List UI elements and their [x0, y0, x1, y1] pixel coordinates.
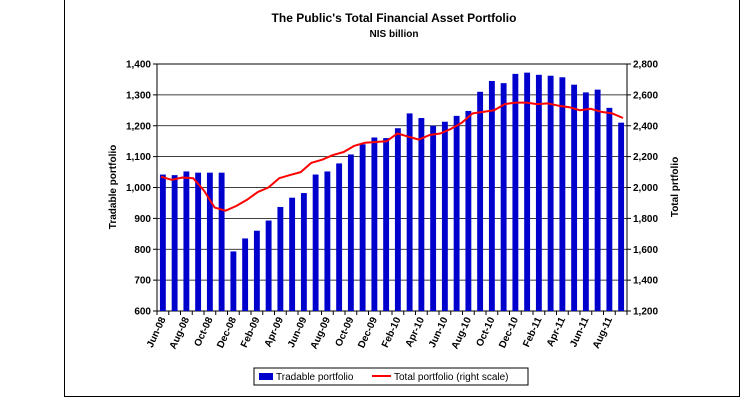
- bar: [430, 125, 437, 311]
- bar: [336, 163, 343, 311]
- bar: [394, 128, 401, 311]
- bar: [253, 230, 260, 311]
- bar: [594, 89, 601, 311]
- y-tick-label-right: 1,400: [633, 276, 658, 287]
- bar: [488, 80, 495, 311]
- y-tick-label-left: 700: [134, 276, 151, 287]
- x-tick-label: Apr-11: [545, 315, 568, 348]
- bar: [383, 138, 390, 311]
- y-tick-label-right: 2,400: [633, 121, 658, 132]
- bar: [195, 172, 202, 311]
- bar: [547, 75, 554, 311]
- x-tick-label: Jun-11: [568, 315, 592, 349]
- bar: [206, 172, 213, 311]
- bar: [524, 72, 531, 312]
- y-tick-label-left: 1,200: [126, 121, 151, 132]
- bar: [171, 175, 178, 311]
- x-tick-label: Oct-09: [333, 315, 356, 348]
- x-tick-label: Oct-10: [474, 315, 497, 348]
- x-tick-label: Aug-11: [591, 315, 615, 350]
- bar: [535, 74, 542, 312]
- bar: [371, 137, 378, 311]
- y-tick-label-right: 2,000: [633, 183, 658, 194]
- bar: [582, 92, 589, 311]
- y-axis-left-label: Tradable portfolio: [108, 145, 119, 229]
- bar: [242, 238, 249, 311]
- legend-line-label: Total portfolio (right scale): [394, 372, 509, 383]
- y-tick-label-left: 1,300: [126, 90, 151, 101]
- chart-subtitle: NIS billion: [370, 29, 419, 40]
- total-portfolio-line: [160, 101, 624, 212]
- bar: [312, 174, 319, 311]
- line-series: [160, 101, 624, 212]
- bar: [300, 193, 307, 311]
- bar: [359, 144, 366, 311]
- x-tick-label: Jun-08: [145, 315, 169, 349]
- bar: [324, 171, 331, 311]
- bar: [289, 197, 296, 311]
- bar: [159, 174, 166, 311]
- x-tick-label: Aug-08: [168, 315, 192, 351]
- bar: [500, 83, 507, 311]
- bar: [453, 115, 460, 312]
- y-tick-label-left: 600: [134, 307, 151, 318]
- bar: [230, 251, 237, 311]
- x-tick-label: Oct-08: [192, 315, 215, 348]
- bar: [265, 220, 272, 311]
- legend-bar-swatch: [259, 373, 273, 380]
- bar: [277, 206, 284, 311]
- legend-bar-label: Tradable portfolio: [276, 372, 354, 383]
- y-tick-label-left: 1,000: [126, 183, 151, 194]
- bar: [406, 113, 413, 312]
- bar: [218, 172, 225, 311]
- y-tick-label-right: 2,800: [633, 60, 658, 71]
- bar: [618, 122, 625, 311]
- bar: [606, 107, 613, 311]
- x-tick-label: Dec-08: [215, 315, 239, 350]
- gridlines: [156, 63, 628, 312]
- bar: [441, 121, 448, 311]
- bar-series: [159, 72, 625, 312]
- y-axis-right-label: Total prtfolio: [670, 157, 681, 217]
- bar: [183, 171, 190, 311]
- x-tick-label: Dec-09: [356, 315, 380, 350]
- chart-title: The Public's Total Financial Asset Portf…: [272, 11, 517, 25]
- legend: Tradable portfolio Total portfolio (righ…: [253, 367, 529, 386]
- y-tick-label-left: 1,400: [126, 60, 151, 71]
- bar: [477, 91, 484, 311]
- x-tick-label: Apr-10: [404, 315, 428, 349]
- bar: [347, 154, 354, 311]
- y-tick-label-right: 1,800: [633, 214, 658, 225]
- y-tick-label-right: 1,200: [633, 307, 658, 318]
- bar: [465, 110, 472, 312]
- bar: [512, 73, 519, 311]
- chart-frame: [64, 0, 740, 397]
- x-tick-label: Aug-09: [309, 315, 333, 351]
- y-tick-label-left: 1,100: [126, 152, 151, 163]
- x-tick-label: Aug-10: [450, 315, 474, 351]
- x-tick-label: Feb-09: [239, 315, 263, 349]
- x-tick-label: Feb-11: [521, 315, 545, 349]
- bar: [559, 77, 566, 312]
- x-tick-label: Jun-10: [427, 315, 451, 349]
- y-tick-label-left: 900: [134, 214, 151, 225]
- y-tick-label-left: 800: [134, 245, 151, 256]
- y-tick-label-right: 2,200: [633, 152, 658, 163]
- x-tick-label: Jun-09: [286, 315, 310, 349]
- y-tick-label-right: 1,600: [633, 245, 658, 256]
- y-tick-label-right: 2,600: [633, 90, 658, 101]
- bar: [571, 84, 578, 311]
- x-tick-label: Dec-10: [497, 315, 521, 350]
- x-tick-label: Feb-10: [380, 315, 404, 349]
- bar: [418, 118, 425, 311]
- x-tick-label: Apr-09: [263, 315, 287, 349]
